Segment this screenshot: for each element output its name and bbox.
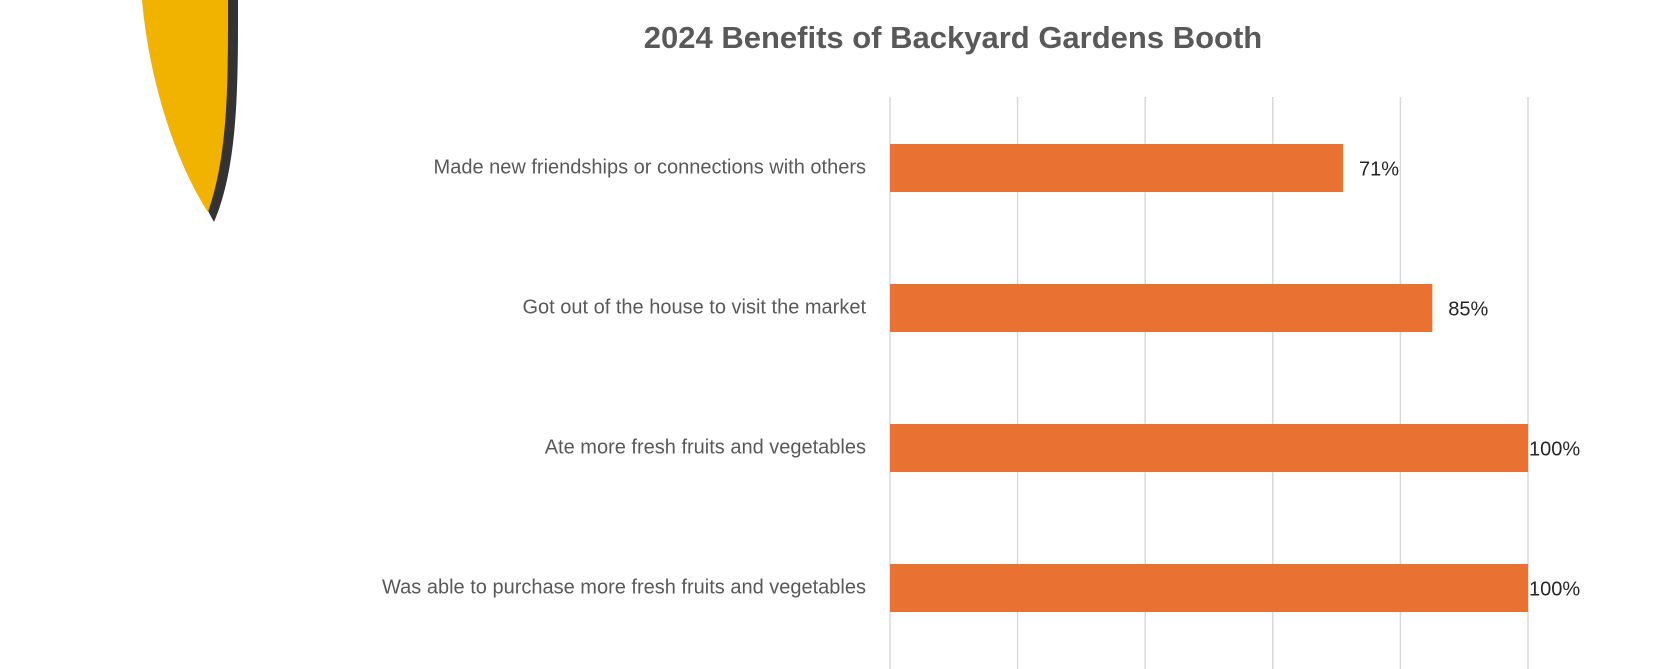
- bar: [890, 564, 1528, 612]
- y-tick-label: Got out of the house to visit the market: [522, 296, 866, 318]
- y-tick-label: Ate more fresh fruits and vegetables: [545, 436, 866, 458]
- bar: [890, 144, 1343, 192]
- data-label: 100%: [1529, 578, 1580, 600]
- bar: [890, 424, 1528, 472]
- bar: [890, 284, 1433, 332]
- data-label: 100%: [1529, 438, 1580, 460]
- data-label: 85%: [1448, 298, 1488, 320]
- y-tick-label: Was able to purchase more fresh fruits a…: [382, 576, 866, 598]
- y-tick-label: Made new friendships or connections with…: [434, 156, 866, 178]
- data-label: 71%: [1359, 158, 1399, 180]
- chart-title: 2024 Benefits of Backyard Gardens Booth: [644, 20, 1262, 55]
- decoration: [142, 0, 228, 212]
